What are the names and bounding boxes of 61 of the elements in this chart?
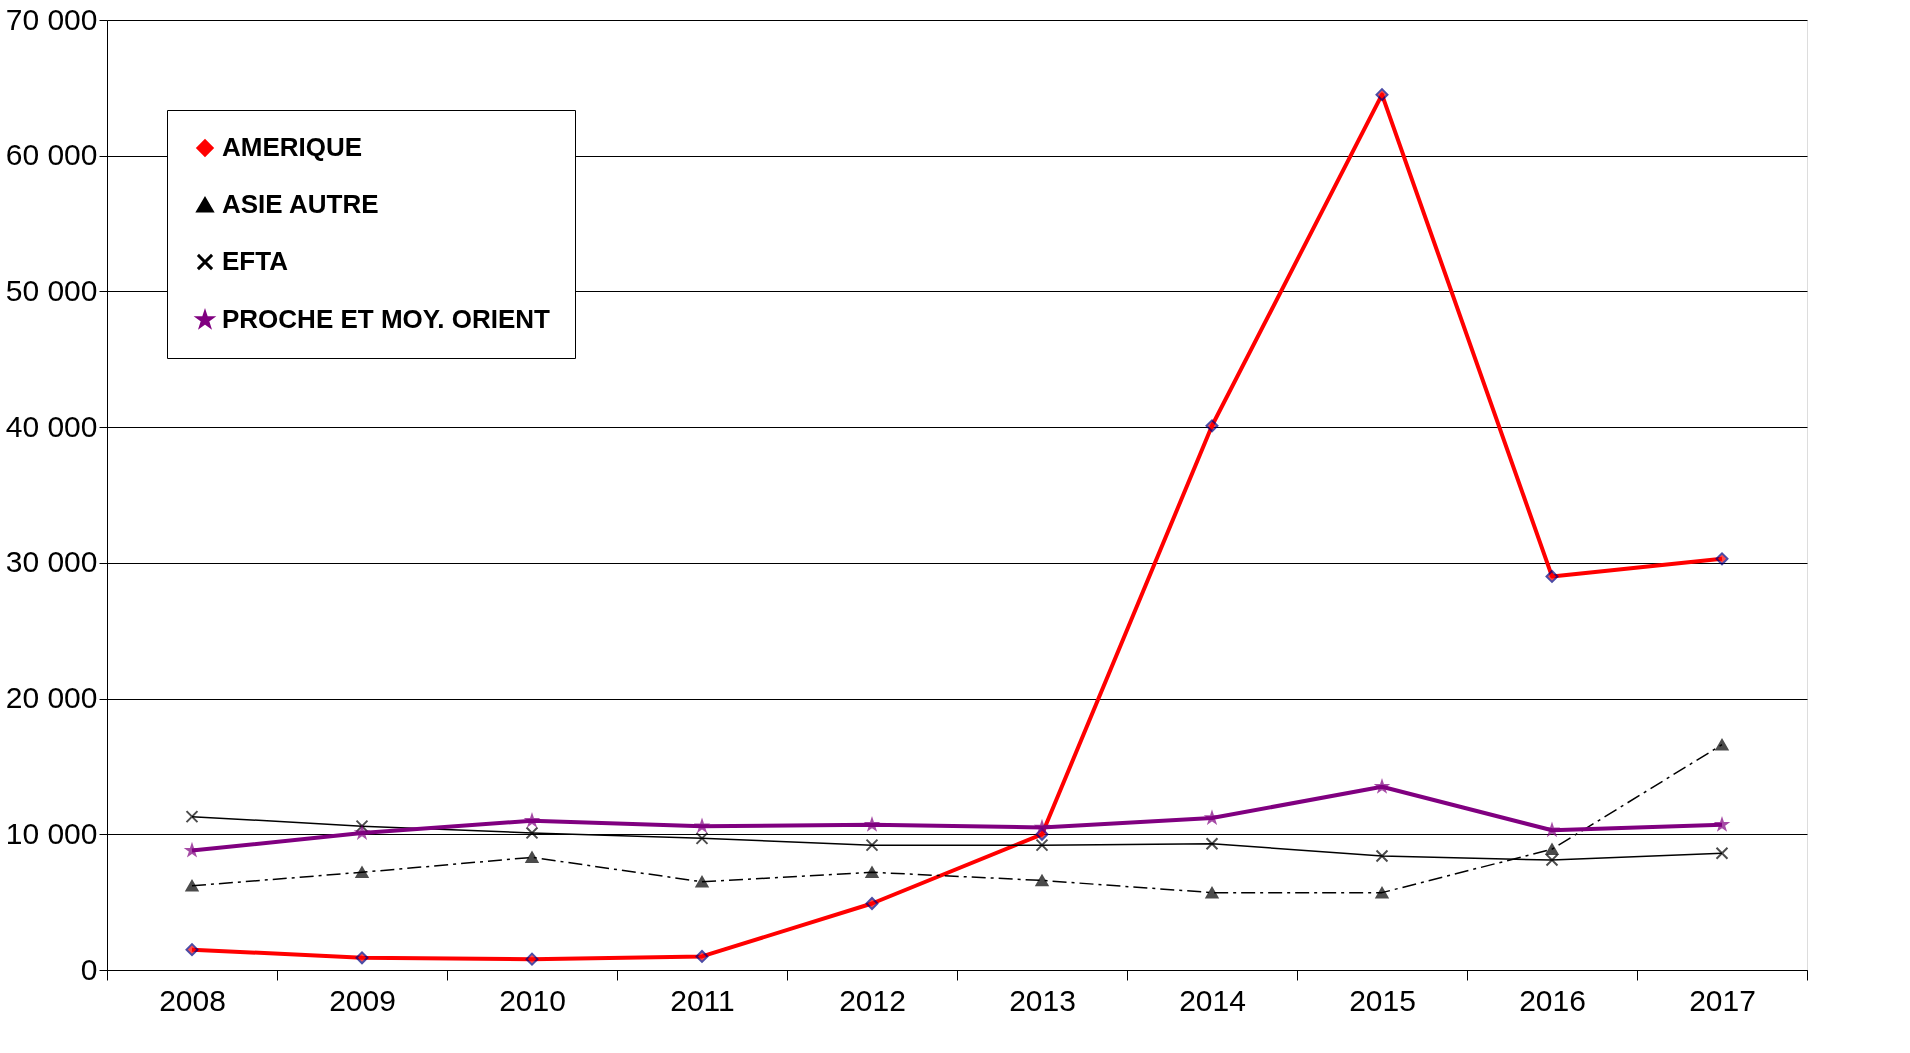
point xyxy=(1375,886,1389,899)
point xyxy=(1715,818,1729,831)
y-tick-label: 50 000 xyxy=(5,273,98,307)
point xyxy=(1205,886,1219,899)
x-tick-label: 2008 xyxy=(159,983,226,1017)
point xyxy=(525,851,539,864)
point xyxy=(695,876,709,888)
point xyxy=(1545,821,1560,837)
point xyxy=(355,866,369,879)
x-tick-label: 2010 xyxy=(499,983,566,1017)
point xyxy=(1204,809,1219,825)
x-tick-label: 2014 xyxy=(1179,983,1246,1017)
point xyxy=(1545,853,1559,867)
legend-label: EFTA xyxy=(222,246,289,276)
point xyxy=(525,952,539,966)
point xyxy=(355,951,369,965)
x-tick-label: 2016 xyxy=(1519,983,1586,1017)
point xyxy=(865,866,879,879)
point xyxy=(1715,846,1729,860)
point xyxy=(1545,569,1559,583)
point xyxy=(1035,838,1049,852)
point xyxy=(694,817,710,833)
point xyxy=(185,880,199,892)
point xyxy=(1035,874,1049,887)
point xyxy=(355,819,369,833)
x-tick-label: 2012 xyxy=(839,983,906,1017)
point xyxy=(1375,849,1389,863)
y-tick-label: 10 000 xyxy=(5,816,98,850)
point xyxy=(1375,88,1389,102)
legend-label: ASIE AUTRE xyxy=(222,189,379,219)
point xyxy=(1715,552,1729,566)
point xyxy=(525,814,539,827)
y-tick-label: 30 000 xyxy=(5,545,98,579)
x-tick-label: 2011 xyxy=(670,983,735,1017)
legend-label: AMERIQUE xyxy=(222,132,363,162)
point xyxy=(185,943,199,957)
x-tick-label: 2013 xyxy=(1009,983,1076,1017)
point xyxy=(695,831,709,845)
y-tick-label: 60 000 xyxy=(5,138,98,172)
x-tick-label: 2017 xyxy=(1689,983,1756,1017)
point xyxy=(185,844,199,856)
y-tick-label: 20 000 xyxy=(5,681,98,715)
point xyxy=(865,838,879,852)
point xyxy=(185,810,199,824)
point xyxy=(865,897,879,910)
point xyxy=(1035,821,1049,833)
y-tick-label: 40 000 xyxy=(5,409,98,443)
point xyxy=(1545,843,1559,855)
point xyxy=(525,826,539,840)
point xyxy=(355,826,369,839)
point xyxy=(695,949,709,963)
point xyxy=(1715,738,1729,751)
point xyxy=(1205,837,1219,851)
y-tick-label: 0 xyxy=(80,952,98,986)
x-tick-label: 2015 xyxy=(1349,983,1416,1017)
y-tick-label: 70 000 xyxy=(5,2,98,36)
legend-label: PROCHE ET MOY. ORIENT xyxy=(222,304,551,334)
point xyxy=(865,818,879,831)
point xyxy=(1375,780,1389,793)
x-tick-label: 2009 xyxy=(329,983,396,1017)
point xyxy=(1205,419,1219,433)
